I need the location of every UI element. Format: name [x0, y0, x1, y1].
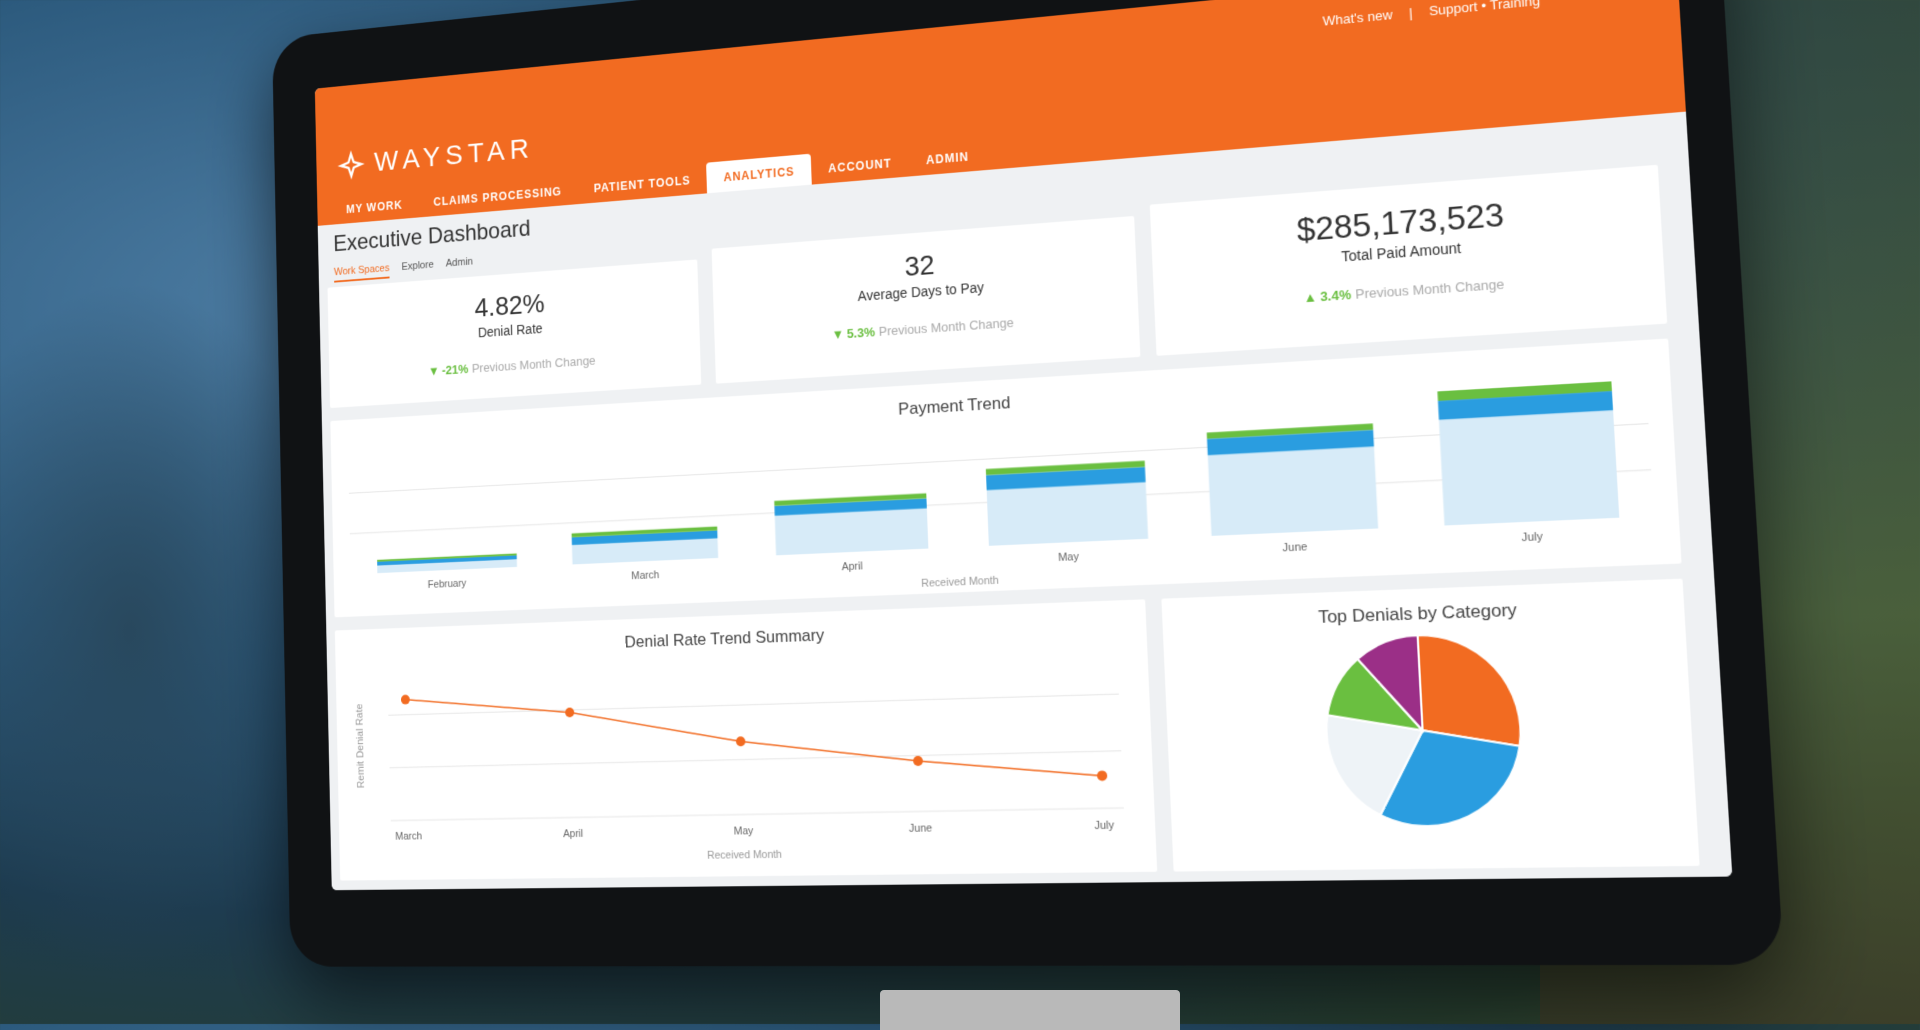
page-title: Executive Dashboard	[333, 215, 531, 257]
kpi-change-label: Previous Month Change	[878, 314, 1015, 339]
payment-trend-chart: February March April May June July Received Mo…	[331, 381, 1682, 591]
x-tick-label: July	[1521, 531, 1544, 544]
bar-segment[interactable]	[986, 482, 1149, 546]
kpi-card-days-to-pay: 32 Average Days to Pay ▼ 5.3% Previous Mon…	[711, 215, 1141, 384]
bar-segment[interactable]	[774, 508, 929, 556]
denial-trend-chart: March April May June July Received Month Remit…	[355, 634, 1158, 862]
kpi-change-label: Previous Month Change	[471, 353, 596, 376]
kpi-pct: 3.4%	[1319, 286, 1352, 305]
x-tick-label: March	[631, 570, 659, 583]
bar-segment[interactable]	[571, 538, 719, 565]
logo[interactable]: WAYSTAR	[336, 132, 535, 182]
denial-trend-card: Denial Rate Trend Summary March April May J…	[334, 599, 1158, 881]
x-axis-title: Received Month	[707, 849, 782, 862]
subtab-explore[interactable]: Explore	[401, 259, 434, 273]
grid-line	[388, 694, 1118, 715]
x-tick-label: April	[841, 561, 862, 573]
line-series	[405, 678, 1102, 790]
x-tick-label: April	[563, 829, 583, 841]
payment-trend-card: Payment Trend February March April May June J…	[330, 338, 1682, 618]
kpi-pct: 5.3%	[846, 324, 876, 342]
screen: What's new | Support • Training WAYSTAR …	[314, 0, 1733, 891]
x-axis-title: Received Month	[921, 575, 999, 590]
x-tick-label: June	[1282, 542, 1308, 555]
down-triangle-icon: ▼	[831, 326, 845, 343]
top-links-separator: |	[1408, 4, 1413, 21]
top-denials-chart	[1163, 615, 1700, 871]
brand-name: WAYSTAR	[373, 132, 535, 178]
dashboard-content: Executive Dashboard Work Spaces Explore Ad…	[317, 111, 1733, 891]
line-point[interactable]	[912, 755, 924, 767]
bar-segment[interactable]	[1207, 446, 1379, 536]
pie-slice[interactable]	[1418, 632, 1522, 748]
subtab-work-spaces[interactable]: Work Spaces	[333, 262, 390, 283]
line-point[interactable]	[735, 736, 746, 747]
kpi-change: ▲ 3.4% Previous Month Change	[1154, 265, 1665, 315]
kpi-change: ▼ 5.3% Previous Month Change	[714, 306, 1138, 349]
down-triangle-icon: ▼	[427, 363, 440, 379]
support-link[interactable]: Support • Training	[1428, 0, 1541, 19]
top-links: What's new | Support • Training	[1316, 0, 1547, 29]
star-icon	[336, 148, 366, 182]
kpi-pct: -21%	[441, 361, 469, 378]
kpi-card-denial-rate: 4.82% Denial Rate ▼ -21% Previous Month Ch…	[327, 259, 702, 409]
bar-segment[interactable]	[1438, 410, 1620, 526]
line-point[interactable]	[1096, 770, 1108, 781]
line-point[interactable]	[400, 694, 410, 705]
x-tick-label: May	[1058, 551, 1080, 564]
grid-line	[390, 751, 1122, 768]
y-axis-title: Remit Denial Rate	[355, 703, 367, 788]
title-area: Executive Dashboard Work Spaces Explore Ad…	[333, 216, 531, 283]
top-denials-card: Top Denials by Category	[1161, 578, 1700, 872]
kpi-change: ▼ -21% Previous Month Change	[329, 346, 700, 385]
x-tick-label: May	[734, 826, 755, 838]
up-triangle-icon: ▲	[1303, 289, 1318, 306]
x-tick-label: March	[395, 831, 422, 843]
line-point[interactable]	[565, 707, 575, 718]
subtab-admin[interactable]: Admin	[445, 255, 474, 270]
kpi-card-total-paid: $285,173,523 Total Paid Amount ▲ 3.4% Prev…	[1149, 164, 1668, 356]
x-tick-label: February	[428, 578, 467, 591]
x-tick-label: June	[909, 823, 933, 835]
whats-new-link[interactable]: What's new	[1322, 6, 1393, 29]
monitor-stand	[880, 990, 1180, 1030]
grid-line	[391, 808, 1124, 821]
x-tick-label: July	[1094, 820, 1115, 832]
monitor: What's new | Support • Training WAYSTAR …	[272, 0, 1784, 967]
kpi-change-label: Previous Month Change	[1354, 276, 1505, 302]
